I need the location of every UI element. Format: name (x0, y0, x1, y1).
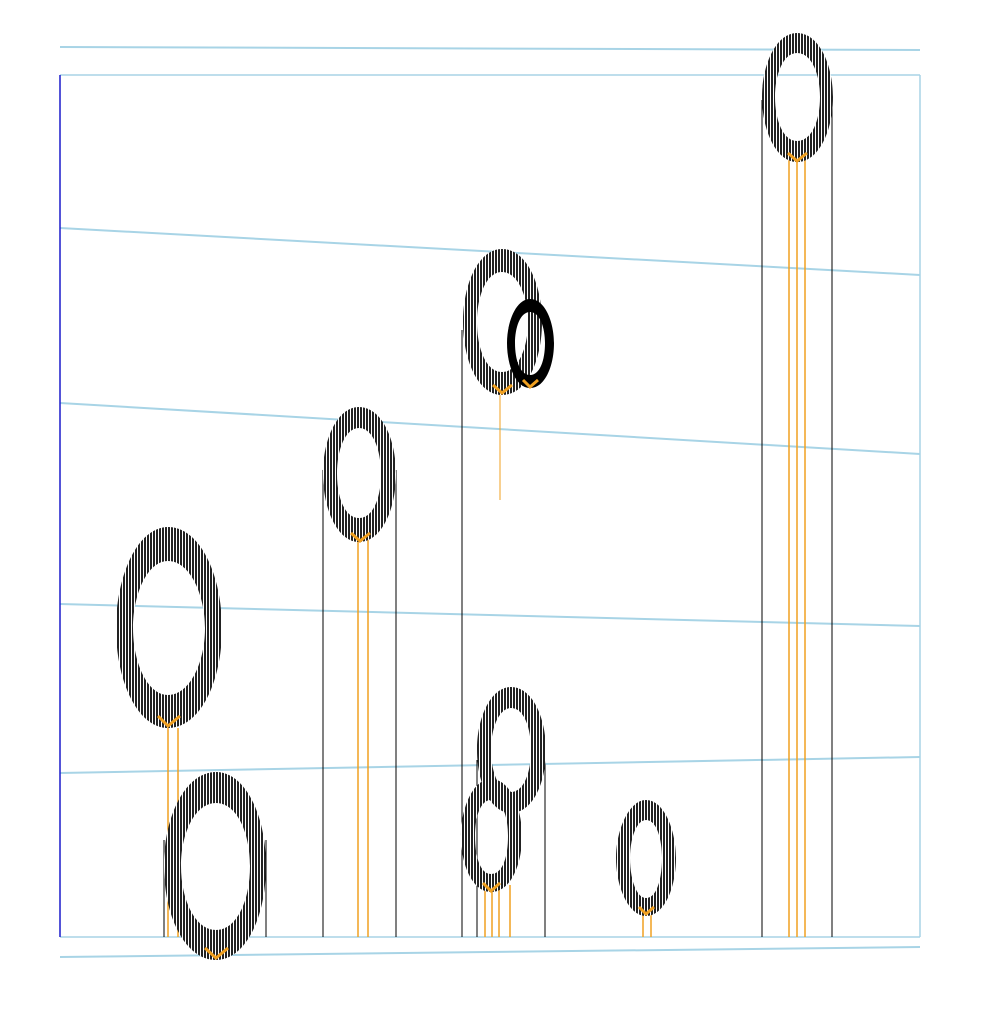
ring-body (762, 33, 833, 162)
ring-body (461, 779, 522, 892)
ring-shape (163, 772, 267, 960)
ring-shape (761, 33, 833, 937)
ring-body (616, 800, 676, 916)
guide-line (59, 402, 921, 455)
ring-body (323, 407, 396, 542)
ring-body (164, 772, 266, 960)
ring-shape (461, 779, 522, 937)
ring-body (507, 299, 554, 388)
ring-body (463, 249, 542, 395)
guide-line (59, 227, 921, 276)
guide-line (59, 946, 921, 958)
ring-shape (616, 800, 676, 937)
ring-shape (322, 407, 397, 937)
guide-line (59, 603, 921, 627)
ring-shape (507, 299, 554, 390)
ring-body (116, 527, 222, 728)
